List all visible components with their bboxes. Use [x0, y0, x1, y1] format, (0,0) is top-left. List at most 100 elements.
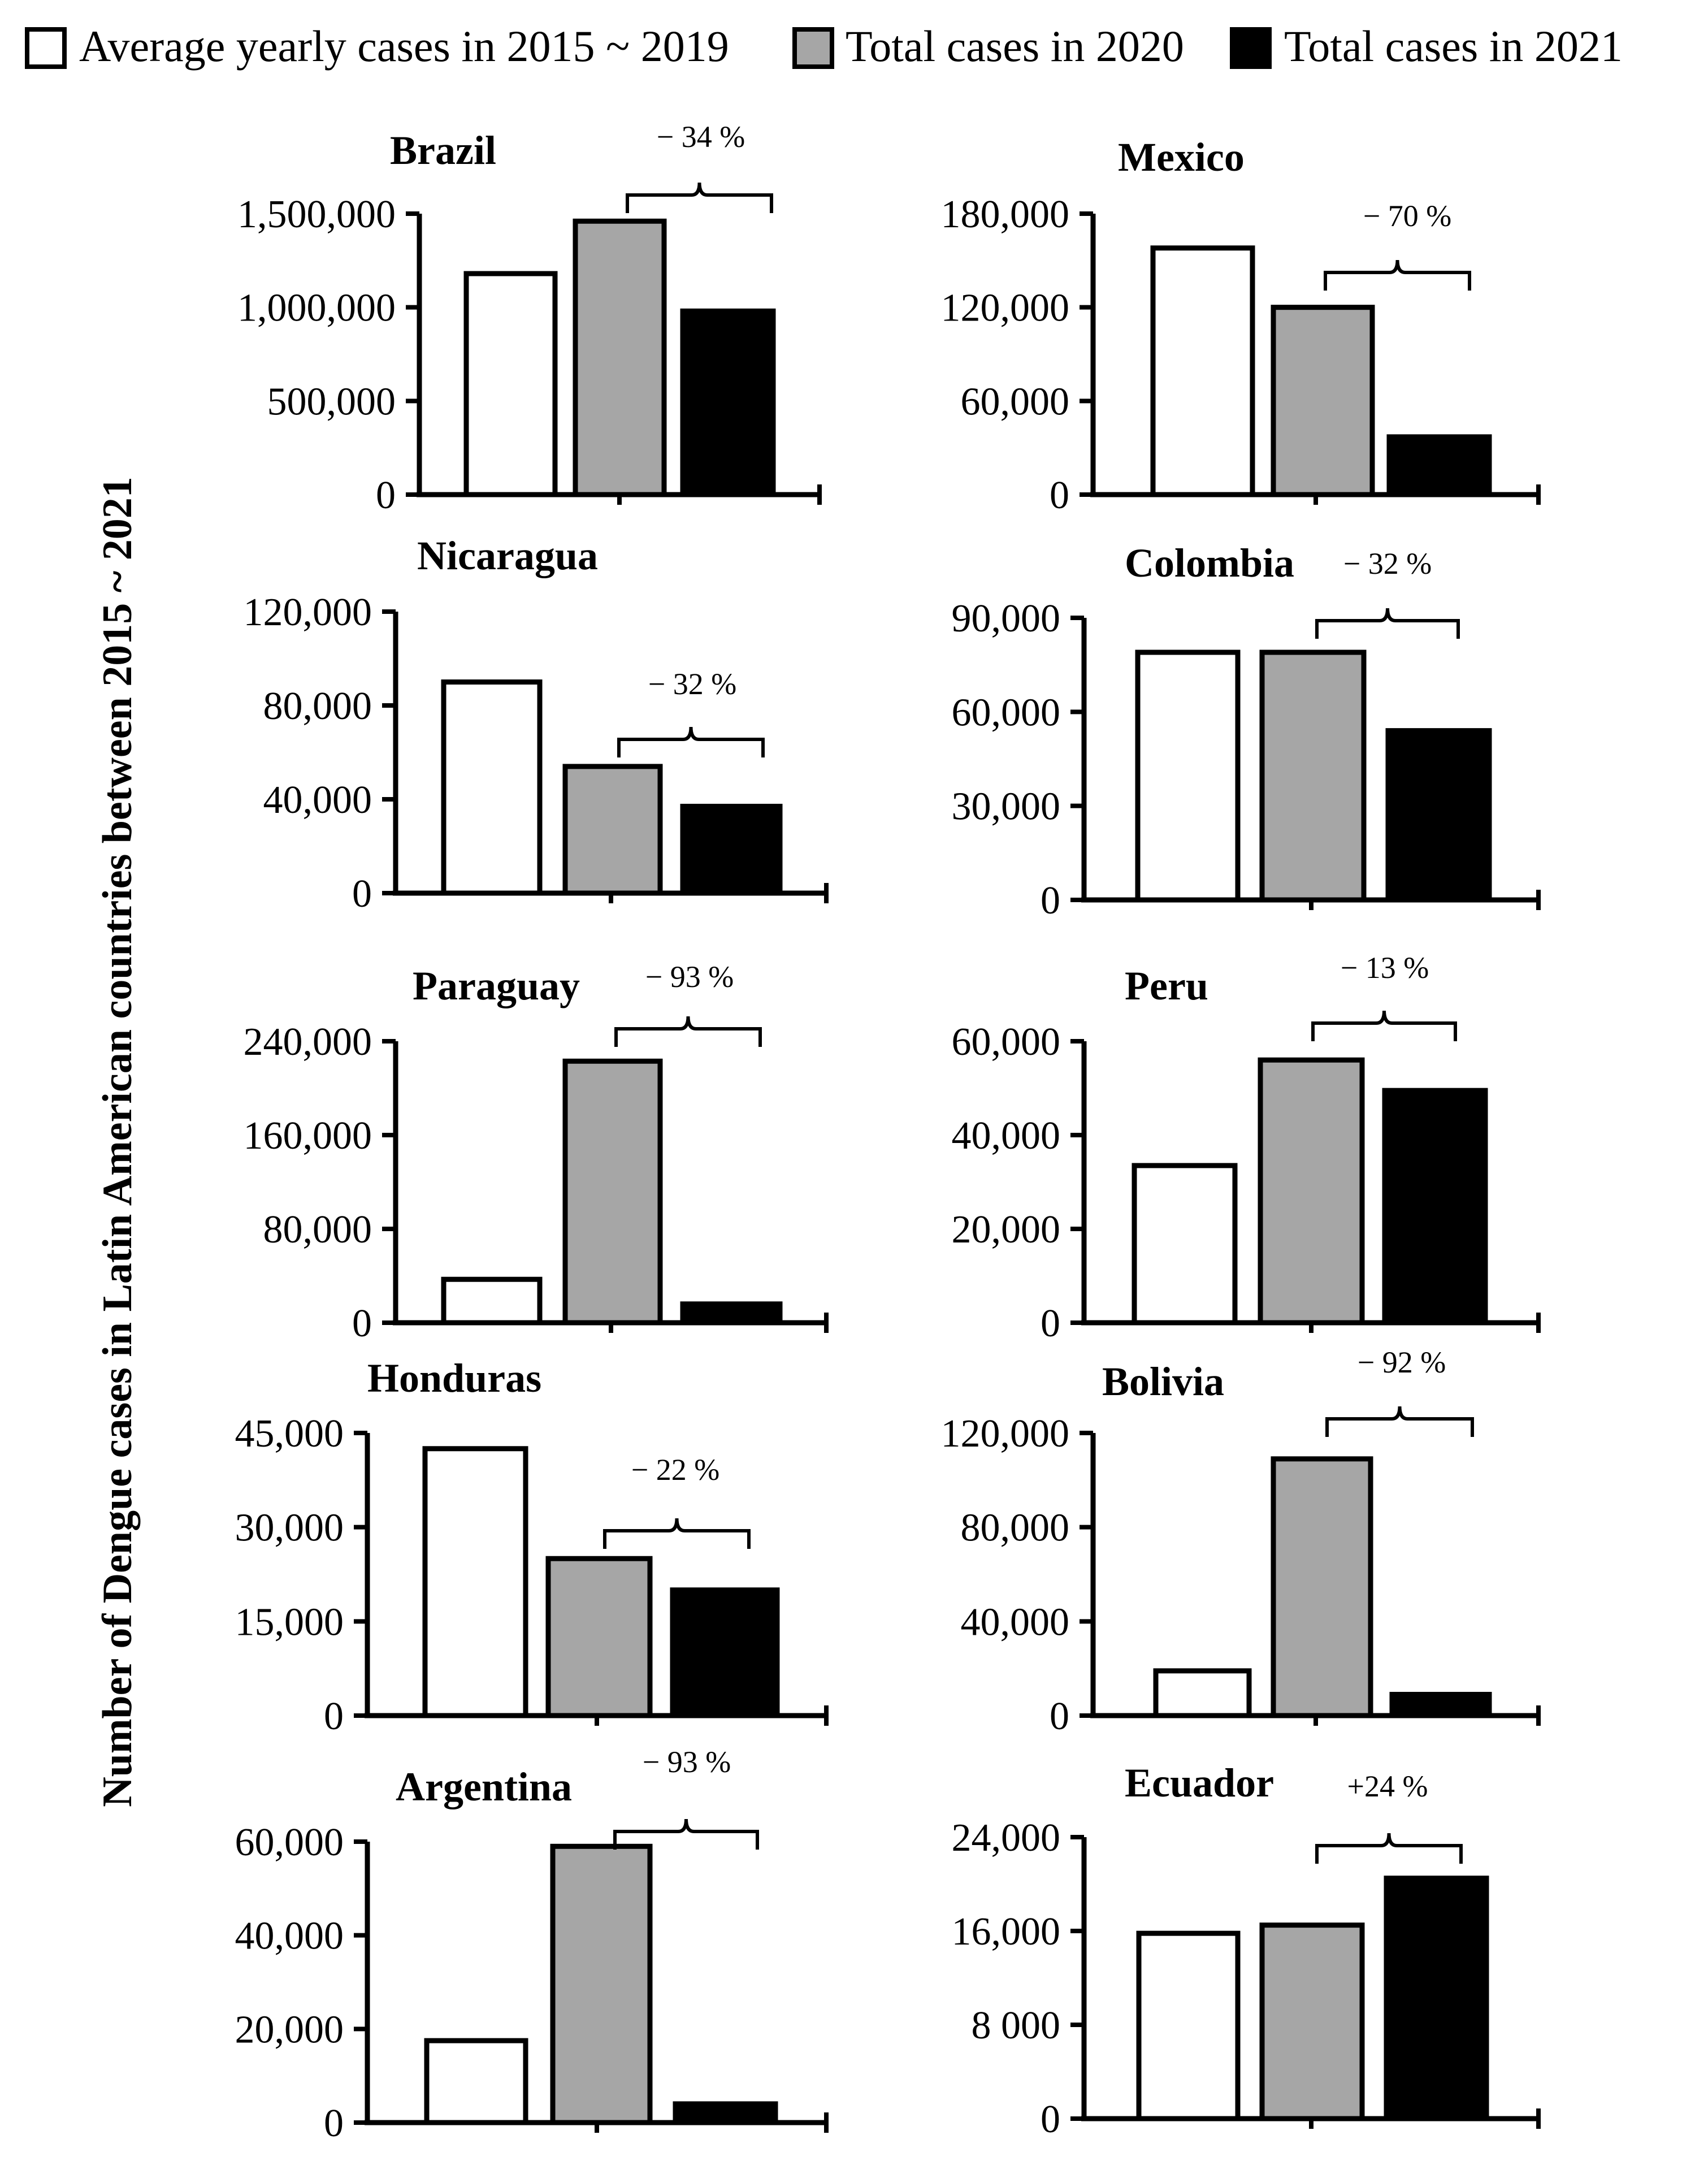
chart-mexico: Mexico 0 60,000 120,000 180,000 − 70 %	[941, 135, 1541, 517]
bar-honduras-avg	[422, 1446, 528, 1718]
legend: Average yearly cases in 2015 ~ 2019 Tota…	[25, 21, 1623, 71]
bar-bolivia-avg	[1153, 1668, 1252, 1718]
y-tick-label: 120,000	[244, 591, 372, 634]
change-annotation: − 32 %	[1343, 547, 1432, 581]
bar-colombia-avg	[1135, 650, 1241, 903]
y-tick-label: 240,000	[244, 1020, 372, 1064]
y-tick-label: 1,500,000	[237, 193, 396, 236]
y-tick-label: 20,000	[952, 1208, 1061, 1252]
bar-paraguay-2021	[680, 1301, 783, 1326]
chart-title: Paraguay	[413, 963, 580, 1008]
y-tick-label: 80,000	[961, 1506, 1070, 1550]
y-tick-label: 80,000	[263, 685, 372, 728]
chart-title: Bolivia	[1102, 1359, 1224, 1404]
change-annotation: − 70 %	[1363, 199, 1451, 233]
chart-title: Brazil	[390, 128, 496, 173]
chart-title: Peru	[1125, 963, 1208, 1008]
change-annotation: − 34 %	[657, 120, 745, 154]
y-tick-label: 90,000	[952, 597, 1061, 640]
y-tick-label: 0	[352, 872, 372, 916]
chart-bolivia: Bolivia 0 40,000 80,000 120,000 − 92 %	[941, 1345, 1541, 1738]
y-tick-label: 30,000	[235, 1506, 344, 1550]
chart-peru: Peru 0 20,000 40,000 60,000 − 13 %	[952, 951, 1541, 1345]
y-tick-label: 8 000	[972, 2004, 1061, 2047]
bar-peru-avg	[1132, 1163, 1238, 1326]
change-bracket	[626, 182, 773, 213]
change-annotation: +24 %	[1347, 1769, 1428, 1803]
bar-honduras-2020	[545, 1556, 653, 1718]
bar-bolivia-2020	[1271, 1456, 1373, 1718]
bar-nicaragua-2021	[680, 803, 783, 896]
bar-argentina-2021	[673, 2101, 778, 2125]
legend-label-2020: Total cases in 2020	[846, 21, 1184, 71]
y-tick-label: 30,000	[952, 785, 1061, 829]
y-tick-label: 60,000	[952, 1020, 1061, 1064]
bar-honduras-2021	[670, 1587, 780, 1718]
y-tick-label: 0	[324, 1695, 344, 1738]
y-tick-label: 0	[1041, 879, 1060, 923]
change-bracket	[614, 1016, 762, 1047]
y-tick-label: 0	[352, 1302, 372, 1345]
y-tick-label: 24,000	[952, 1816, 1061, 1860]
chart-title: Colombia	[1125, 540, 1294, 586]
bar-mexico-avg	[1150, 245, 1255, 497]
change-bracket	[613, 1818, 759, 1850]
legend-label-average: Average yearly cases in 2015 ~ 2019	[79, 21, 729, 71]
chart-title: Mexico	[1118, 135, 1245, 180]
y-tick-label: 80,000	[263, 1208, 372, 1252]
y-axis-title: Number of Dengue cases in Latin American…	[94, 477, 141, 1807]
bar-argentina-avg	[424, 2038, 528, 2125]
y-tick-label: 16,000	[952, 1910, 1061, 1954]
bar-argentina-2020	[550, 1843, 653, 2125]
chart-argentina: Argentina 0 20,000 40,000 60,000 − 93 %	[235, 1745, 829, 2145]
y-tick-label: 0	[1041, 2098, 1060, 2141]
change-annotation: − 22 %	[631, 1453, 719, 1487]
chart-title: Argentina	[396, 1764, 572, 1809]
change-bracket	[1325, 1406, 1474, 1437]
legend-swatch-2020	[792, 27, 834, 69]
y-tick-label: 1,000,000	[237, 287, 396, 330]
bar-peru-2020	[1258, 1057, 1365, 1326]
bar-colombia-2020	[1259, 650, 1367, 903]
panels: Brazil 0 500,000 1,000,000 1,500,000 − 34 % Me…	[235, 120, 1541, 2145]
bar-ecuador-2020	[1259, 1922, 1365, 2121]
y-tick-label: 500,000	[267, 380, 396, 423]
y-tick-label: 40,000	[961, 1600, 1070, 1644]
legend-swatch-2021	[1230, 27, 1272, 69]
y-tick-label: 0	[1050, 474, 1069, 517]
change-bracket	[1315, 1833, 1463, 1864]
chart-paraguay: Paraguay 0 80,000 160,000 240,000 − 93 %	[244, 960, 829, 1345]
change-bracket	[617, 726, 765, 757]
bar-nicaragua-avg	[441, 679, 543, 896]
change-bracket	[603, 1518, 751, 1549]
bar-brazil-avg	[463, 271, 558, 497]
y-tick-label: 20,000	[235, 2008, 344, 2051]
y-tick-label: 15,000	[235, 1600, 344, 1644]
y-tick-label: 0	[1041, 1302, 1060, 1345]
legend-label-2021: Total cases in 2021	[1284, 21, 1623, 71]
chart-title: Honduras	[367, 1356, 541, 1401]
y-tick-label: 40,000	[263, 778, 372, 822]
bar-paraguay-2020	[562, 1058, 663, 1326]
y-tick-label: 120,000	[941, 1412, 1070, 1456]
y-tick-label: 45,000	[235, 1412, 344, 1456]
bar-paraguay-avg	[441, 1276, 543, 1326]
chart-title: Nicaragua	[417, 533, 598, 578]
change-annotation: − 32 %	[648, 667, 736, 701]
change-bracket	[1311, 1010, 1457, 1041]
bar-peru-2021	[1382, 1088, 1488, 1326]
chart-colombia: Colombia 0 30,000 60,000 90,000 − 32 %	[952, 540, 1541, 923]
y-tick-label: 0	[1050, 1695, 1069, 1738]
y-tick-label: 40,000	[952, 1114, 1061, 1158]
y-tick-label: 60,000	[952, 691, 1061, 734]
y-tick-label: 60,000	[235, 1821, 344, 1864]
y-tick-label: 0	[376, 474, 396, 517]
y-tick-label: 40,000	[235, 1915, 344, 1958]
legend-swatch-average	[25, 27, 67, 69]
chart-honduras: Honduras 0 15,000 30,000 45,000 − 22 %	[235, 1356, 829, 1738]
bar-mexico-2021	[1386, 434, 1492, 497]
chart-ecuador: Ecuador 0 8 000 16,000 24,000 +24 %	[952, 1760, 1541, 2141]
y-tick-label: 180,000	[941, 193, 1070, 236]
change-bracket	[1324, 259, 1471, 291]
